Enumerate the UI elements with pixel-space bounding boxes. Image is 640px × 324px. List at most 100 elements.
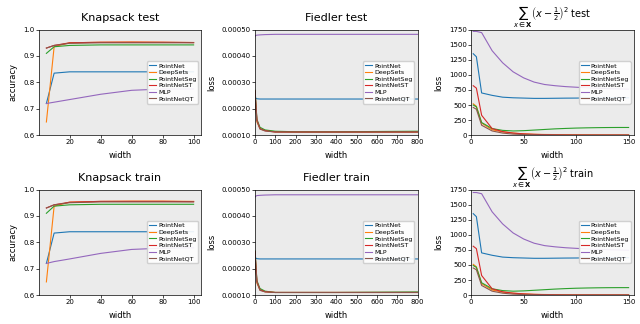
- PointNetQT: [478, 284, 486, 287]
- X-axis label: width: width: [324, 311, 348, 320]
- PointNetQT: [253, 119, 260, 122]
- PointNet: [572, 256, 580, 260]
- DeepSets: [253, 281, 260, 285]
- PointNetSeg: [531, 288, 538, 292]
- PointNetQT: [472, 268, 480, 272]
- PointNetST: [572, 133, 580, 137]
- PointNetQT: [261, 129, 269, 133]
- Line: DeepSets: DeepSets: [473, 264, 628, 295]
- PointNetST: [252, 264, 260, 268]
- PointNet: [520, 256, 527, 260]
- DeepSets: [520, 132, 527, 136]
- PointNetST: [256, 127, 264, 131]
- DeepSets: [252, 91, 259, 95]
- MLP: [97, 92, 104, 96]
- PointNet: [469, 212, 477, 215]
- PointNetQT: [520, 293, 527, 296]
- PointNet: [478, 91, 486, 95]
- PointNetQT: [499, 131, 506, 135]
- DeepSets: [332, 291, 340, 295]
- DeepSets: [551, 293, 559, 296]
- PointNetQT: [625, 133, 632, 137]
- PointNetST: [562, 133, 570, 137]
- PointNetSeg: [332, 130, 340, 134]
- DeepSets: [562, 293, 570, 297]
- DeepSets: [128, 40, 136, 44]
- PointNet: [472, 215, 480, 219]
- PointNet: [332, 257, 340, 261]
- PointNetST: [159, 40, 166, 44]
- DeepSets: [253, 120, 260, 124]
- Legend: PointNet, DeepSets, PointNetSeg, PointNetST, MLP, PointNetQT: PointNet, DeepSets, PointNetSeg, PointNe…: [363, 61, 415, 103]
- PointNet: [42, 261, 50, 265]
- PointNetQT: [252, 104, 260, 108]
- MLP: [478, 192, 486, 196]
- PointNetST: [499, 290, 506, 294]
- PointNetQT: [509, 292, 517, 296]
- PointNetST: [261, 290, 269, 294]
- PointNetSeg: [42, 211, 50, 215]
- PointNetSeg: [414, 129, 422, 133]
- PointNetSeg: [271, 291, 279, 295]
- DeepSets: [499, 290, 506, 294]
- MLP: [593, 248, 601, 251]
- MLP: [332, 193, 340, 197]
- PointNetQT: [66, 41, 74, 45]
- Line: DeepSets: DeepSets: [46, 42, 194, 122]
- PointNetST: [252, 89, 259, 93]
- PointNet: [625, 96, 632, 100]
- PointNet: [541, 256, 548, 260]
- Title: $\sum_{x\in\mathbf{X}}\left(x-\frac{1}{2}\right)^2$ test: $\sum_{x\in\mathbf{X}}\left(x-\frac{1}{2…: [513, 4, 592, 29]
- Line: MLP: MLP: [255, 195, 418, 197]
- DeepSets: [252, 107, 260, 111]
- Line: PointNetQT: PointNetQT: [255, 252, 418, 293]
- PointNetSeg: [614, 125, 622, 129]
- PointNetST: [551, 293, 559, 297]
- PointNet: [261, 257, 269, 261]
- MLP: [271, 193, 279, 197]
- PointNet: [593, 256, 601, 260]
- PointNetST: [128, 40, 136, 44]
- PointNetST: [509, 131, 517, 135]
- PointNet: [190, 70, 198, 74]
- MLP: [252, 33, 260, 37]
- Line: PointNet: PointNet: [473, 214, 628, 258]
- DeepSets: [261, 129, 269, 133]
- PointNetST: [256, 288, 264, 292]
- DeepSets: [66, 41, 74, 45]
- DeepSets: [159, 40, 166, 44]
- PointNetSeg: [488, 127, 496, 131]
- PointNet: [51, 231, 58, 235]
- DeepSets: [51, 45, 58, 49]
- DeepSets: [583, 293, 591, 297]
- MLP: [562, 246, 570, 250]
- X-axis label: width: width: [541, 151, 564, 160]
- DeepSets: [572, 293, 580, 297]
- PointNetSeg: [190, 202, 198, 206]
- PointNetST: [261, 129, 269, 133]
- PointNet: [414, 97, 422, 101]
- PointNetST: [252, 249, 259, 253]
- PointNet: [159, 70, 166, 74]
- PointNetQT: [531, 133, 538, 137]
- PointNet: [625, 256, 632, 260]
- PointNetST: [531, 293, 538, 296]
- Line: PointNetSeg: PointNetSeg: [255, 251, 418, 293]
- DeepSets: [271, 130, 279, 134]
- X-axis label: width: width: [541, 311, 564, 320]
- PointNetQT: [271, 130, 279, 134]
- PointNetQT: [551, 133, 559, 137]
- PointNet: [583, 96, 591, 100]
- Line: PointNet: PointNet: [255, 258, 418, 259]
- PointNet: [252, 96, 260, 100]
- MLP: [604, 87, 611, 90]
- PointNet: [583, 256, 591, 260]
- PointNetST: [593, 293, 601, 297]
- Line: DeepSets: DeepSets: [46, 201, 194, 282]
- DeepSets: [42, 280, 50, 284]
- PointNetSeg: [159, 202, 166, 206]
- PointNetST: [614, 133, 622, 137]
- DeepSets: [551, 133, 559, 136]
- PointNetQT: [478, 123, 486, 127]
- PointNetQT: [488, 129, 496, 133]
